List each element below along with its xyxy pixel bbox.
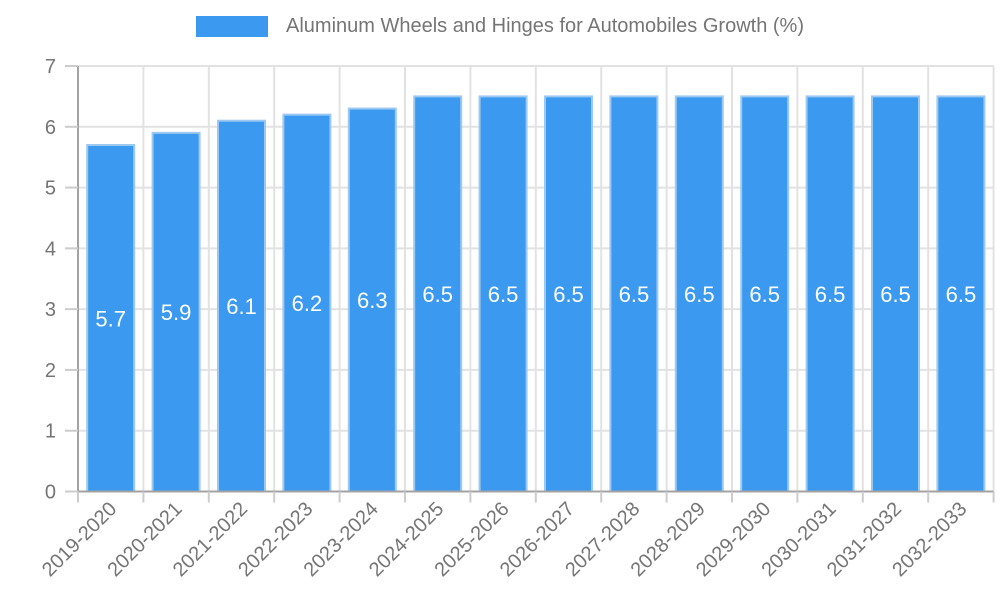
y-tick-label: 2 — [45, 360, 56, 382]
bar-value-label: 6.5 — [488, 282, 519, 307]
bar — [740, 95, 790, 493]
y-tick-label: 4 — [45, 238, 56, 260]
bar-value-label: 6.5 — [422, 282, 453, 307]
bar-value-label: 6.5 — [553, 282, 584, 307]
bar — [86, 144, 136, 493]
y-tick-label: 7 — [45, 56, 56, 78]
bar — [871, 95, 920, 493]
y-tick-label: 5 — [45, 178, 56, 200]
bar — [347, 107, 397, 493]
bar — [217, 119, 266, 493]
y-tick-label: 1 — [45, 421, 56, 443]
bar-value-label: 6.3 — [357, 288, 388, 313]
bar — [282, 113, 332, 493]
bar-value-label: 6.2 — [292, 291, 323, 316]
bar — [805, 95, 855, 493]
y-tick-label: 0 — [45, 482, 56, 504]
y-tick-label: 6 — [45, 117, 56, 139]
bar-value-label: 6.5 — [946, 282, 977, 307]
legend-swatch[interactable] — [196, 16, 268, 37]
bar-value-label: 5.9 — [161, 300, 192, 325]
bar — [936, 95, 986, 493]
bar-value-label: 6.5 — [619, 282, 650, 307]
bar — [151, 131, 201, 493]
bar-value-label: 6.5 — [684, 282, 715, 307]
chart-legend: Aluminum Wheels and Hinges for Automobil… — [0, 16, 1000, 37]
bar — [478, 95, 528, 493]
legend-label[interactable]: Aluminum Wheels and Hinges for Automobil… — [286, 15, 804, 37]
y-tick-label: 3 — [45, 299, 56, 321]
bar-value-label: 5.7 — [95, 306, 126, 331]
bar-value-label: 6.1 — [226, 294, 257, 319]
bar — [544, 95, 593, 493]
bar-value-label: 6.5 — [880, 282, 911, 307]
bar-value-label: 6.5 — [749, 282, 780, 307]
bar-value-label: 6.5 — [815, 282, 846, 307]
